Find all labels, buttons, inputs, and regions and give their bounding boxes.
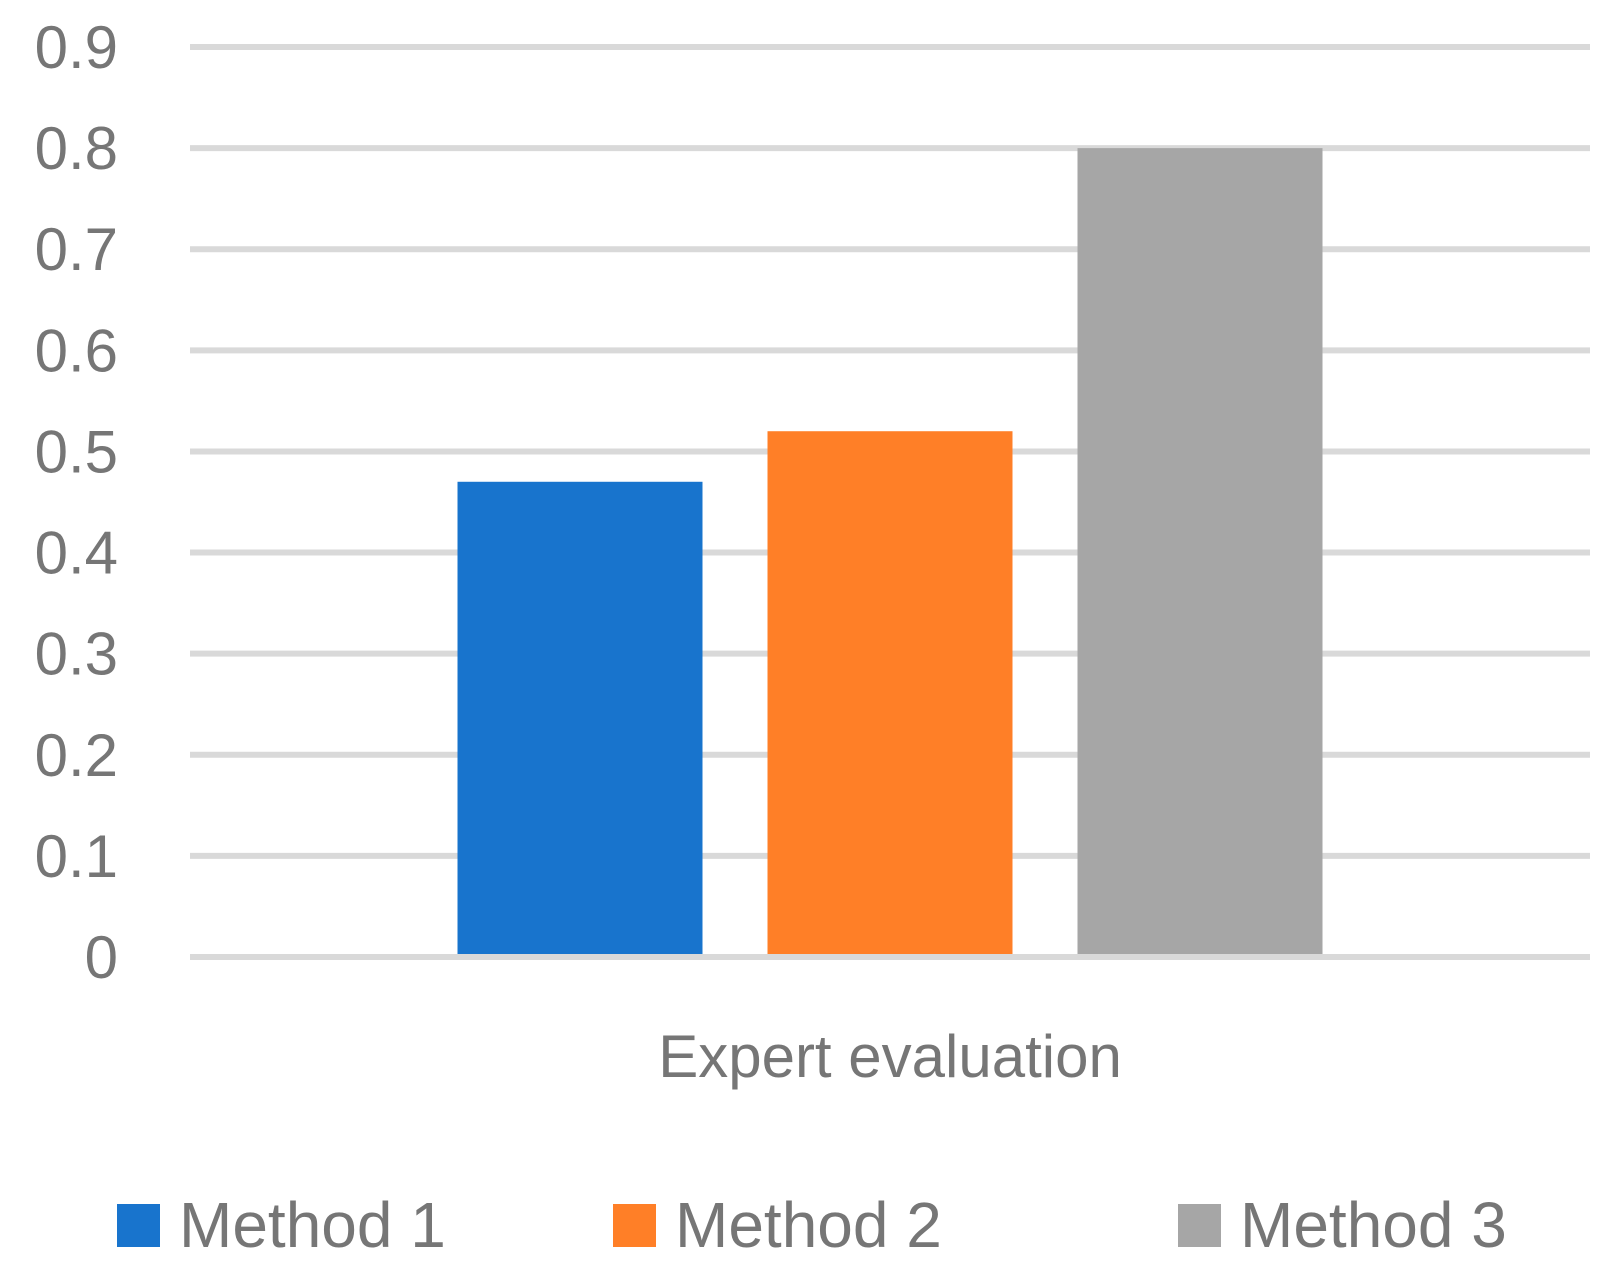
y-tick-label: 0.2	[35, 722, 118, 789]
legend-swatch	[613, 1204, 656, 1247]
y-tick-label: 0.3	[35, 621, 118, 688]
y-tick-label: 0.4	[35, 520, 118, 587]
legend-item-method-2: Method 2	[613, 1189, 942, 1261]
legend: Method 1 Method 2 Method 3	[117, 1189, 1507, 1261]
legend-label: Method 2	[675, 1189, 942, 1261]
bar-method-2	[767, 431, 1013, 954]
y-tick-label: 0.8	[35, 115, 118, 182]
bars	[457, 148, 1323, 955]
y-tick-label: 0.9	[35, 14, 118, 81]
bar-method-3	[1077, 148, 1323, 955]
y-axis-tick-labels: 0 0.1 0.2 0.3 0.4 0.5 0.6 0.7 0.8 0.9	[35, 14, 118, 991]
legend-item-method-1: Method 1	[117, 1189, 446, 1261]
y-tick-label: 0.1	[35, 823, 118, 890]
y-tick-label: 0	[85, 924, 118, 991]
y-tick-label: 0.5	[35, 418, 118, 485]
legend-swatch	[1178, 1204, 1221, 1247]
category-label: Expert evaluation	[658, 1023, 1122, 1090]
legend-label: Method 3	[1240, 1189, 1507, 1261]
legend-label: Method 1	[179, 1189, 446, 1261]
legend-item-method-3: Method 3	[1178, 1189, 1507, 1261]
legend-swatch	[117, 1204, 160, 1247]
y-tick-label: 0.7	[35, 216, 118, 283]
bar-method-1	[457, 481, 703, 954]
y-tick-label: 0.6	[35, 317, 118, 384]
